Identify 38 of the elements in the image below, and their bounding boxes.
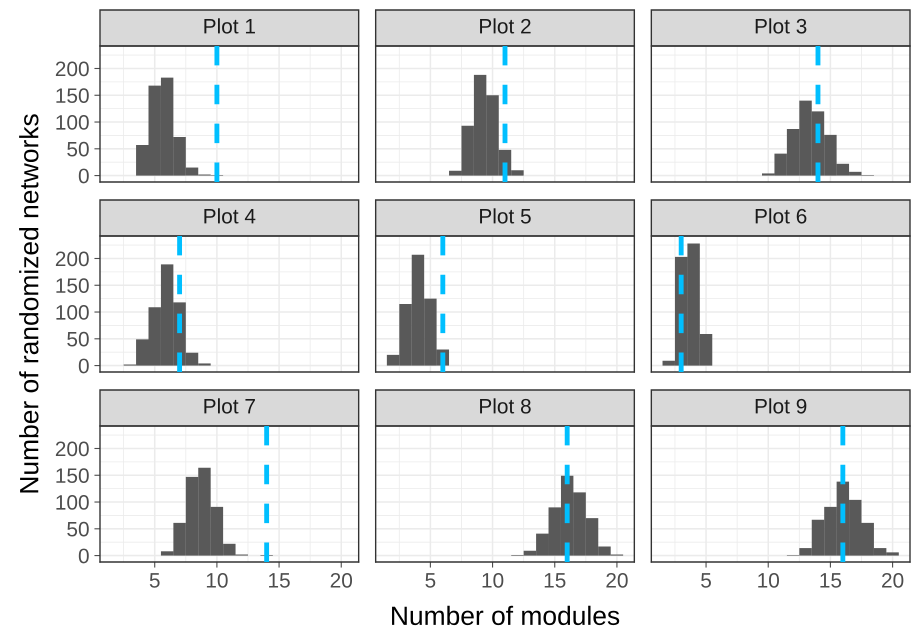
x-tick-label: 5 bbox=[425, 573, 436, 588]
chart-title: Plot 2 bbox=[480, 18, 531, 34]
y-tick-label: 100 bbox=[56, 115, 89, 130]
x-tick-label: 20 bbox=[882, 572, 904, 588]
x-tick-label: 15 bbox=[269, 573, 290, 588]
y-axis-title: Number of randomized networks bbox=[19, 114, 38, 492]
x-tick-label: 10 bbox=[482, 572, 504, 588]
x-tick-label: 5 bbox=[150, 573, 160, 588]
chart-title: Plot 6 bbox=[756, 208, 806, 224]
y-tick-label: 200 bbox=[56, 441, 89, 456]
x-tick-label: 10 bbox=[758, 572, 780, 588]
x-tick-label: 15 bbox=[820, 573, 842, 588]
y-tick-label: 100 bbox=[56, 305, 89, 320]
x-tick-label: 5 bbox=[701, 573, 711, 588]
chart-title: Plot 8 bbox=[480, 398, 531, 414]
chart-title: Plot 4 bbox=[204, 208, 256, 224]
x-tick-label: 10 bbox=[206, 572, 228, 588]
y-tick-label: 150 bbox=[56, 468, 89, 484]
y-tick-label: 100 bbox=[56, 495, 89, 510]
y-tick-label: 50 bbox=[67, 142, 89, 157]
y-tick-label: 150 bbox=[56, 88, 89, 104]
x-axis-title: Number of modules bbox=[392, 606, 620, 626]
x-tick-label: 15 bbox=[544, 573, 566, 588]
chart-title: Plot 3 bbox=[756, 18, 806, 34]
y-tick-label: 0 bbox=[78, 548, 89, 564]
chart-title: Plot 9 bbox=[756, 398, 806, 414]
y-tick-label: 50 bbox=[67, 522, 89, 537]
chart-title: Plot 1 bbox=[204, 18, 255, 34]
chart-title: Plot 7 bbox=[204, 398, 255, 414]
x-tick-label: 20 bbox=[330, 572, 352, 588]
x-tick-label: 20 bbox=[606, 572, 628, 588]
y-tick-label: 0 bbox=[78, 168, 89, 184]
y-tick-label: 0 bbox=[78, 358, 89, 374]
y-tick-label: 50 bbox=[67, 332, 89, 347]
chart-title: Plot 5 bbox=[480, 208, 531, 224]
y-tick-label: 150 bbox=[56, 278, 89, 294]
y-tick-label: 200 bbox=[56, 251, 89, 266]
y-tick-label: 200 bbox=[56, 61, 89, 76]
